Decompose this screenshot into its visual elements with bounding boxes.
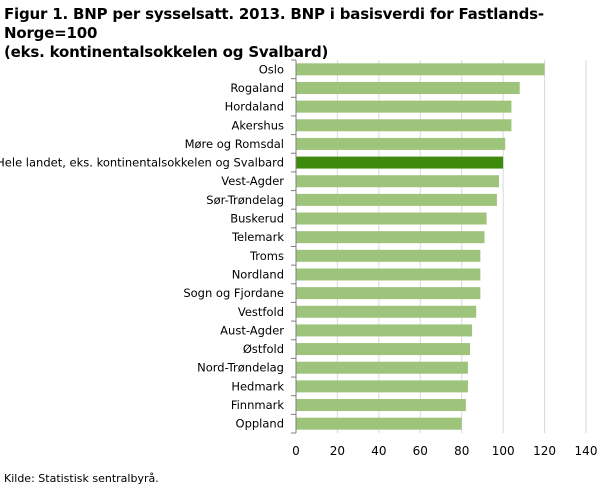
category-label: Østfold xyxy=(243,342,284,356)
bar-oslo xyxy=(296,63,545,76)
bar-hedmark xyxy=(296,380,468,393)
category-label: Buskerud xyxy=(230,212,284,226)
bar-troms xyxy=(296,249,481,262)
x-tick-label: 140 xyxy=(575,444,598,458)
chart-title: Figur 1. BNP per sysselsatt. 2013. BNP i… xyxy=(4,5,604,62)
bar-sogn-og-fjordane xyxy=(296,287,481,300)
category-label: Telemark xyxy=(231,230,284,244)
bar-finnmark xyxy=(296,399,466,412)
chart-title-line-1: Figur 1. BNP per sysselsatt. 2013. BNP i… xyxy=(4,5,544,42)
category-label: Hordaland xyxy=(225,100,284,114)
source-note: Kilde: Statistisk sentralbyrå. xyxy=(4,472,159,485)
category-label: Akershus xyxy=(232,118,284,132)
category-label: Rogaland xyxy=(230,81,284,95)
x-tick-labels: 0 20 40 60 80 100 120 140 xyxy=(292,444,597,458)
category-label: Aust-Agder xyxy=(220,323,284,337)
category-label: Møre og Romsdal xyxy=(185,137,284,151)
category-label: Vestfold xyxy=(238,305,284,319)
bar-hordaland xyxy=(296,100,512,113)
bar-sør-trøndelag xyxy=(296,193,497,206)
bar-buskerud xyxy=(296,212,487,225)
x-tick-label: 40 xyxy=(371,444,386,458)
category-label: Oslo xyxy=(259,62,284,76)
bar-vestfold xyxy=(296,305,477,318)
bar-møre-og-romsdal xyxy=(296,137,506,150)
bar-rogaland xyxy=(296,81,520,94)
category-label: Vest-Agder xyxy=(221,174,284,188)
x-tick-label: 80 xyxy=(454,444,469,458)
category-label: Troms xyxy=(249,249,284,263)
axes xyxy=(291,59,297,434)
bar-oppland xyxy=(296,417,462,430)
x-tick-label: 60 xyxy=(413,444,428,458)
category-label: Nord-Trøndelag xyxy=(197,361,284,375)
category-labels: Oslo Rogaland Hordaland Akershus Møre og Rom… xyxy=(0,62,284,430)
x-tick-label: 20 xyxy=(330,444,345,458)
category-label: Sør-Trøndelag xyxy=(206,193,284,207)
x-tick-label: 0 xyxy=(292,444,300,458)
category-label: Hele landet, eks. kontinentalsokkelen og… xyxy=(0,156,284,170)
bar-telemark xyxy=(296,231,485,244)
bar-østfold xyxy=(296,343,470,356)
category-label: Oppland xyxy=(236,417,284,431)
bar-aust-agder xyxy=(296,324,473,337)
bar-nord-trøndelag xyxy=(296,361,468,374)
x-tick-label: 100 xyxy=(492,444,515,458)
category-label: Hedmark xyxy=(231,379,284,393)
x-tick-label: 120 xyxy=(533,444,556,458)
gridlines xyxy=(336,60,587,433)
category-label: Sogn og Fjordane xyxy=(183,286,284,300)
bars xyxy=(296,63,545,430)
bar-akershus xyxy=(296,119,512,132)
bar-hele-landet-eks-kontinentalsokkelen-og-svalbard xyxy=(296,156,504,169)
chart-title-line-2: (eks. kontinentalsokkelen og Svalbard) xyxy=(4,43,329,61)
bar-vest-agder xyxy=(296,175,499,188)
category-label: Nordland xyxy=(232,267,284,281)
bar-nordland xyxy=(296,268,481,281)
category-label: Finnmark xyxy=(231,398,285,412)
